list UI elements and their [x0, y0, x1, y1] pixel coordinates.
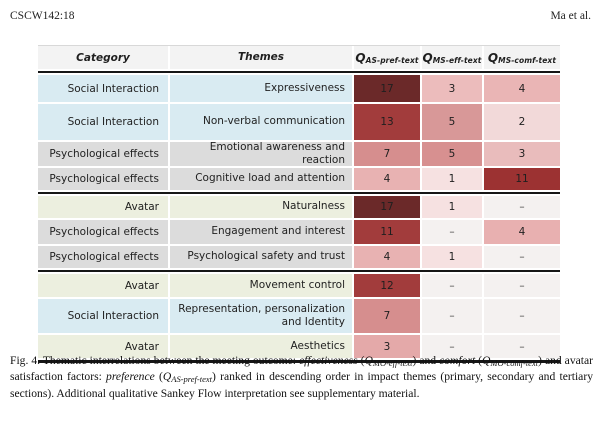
column-header-q-ms-eff: Q MS-eff-text — [422, 46, 482, 69]
category-cell: Avatar — [38, 335, 168, 358]
figure-4-table: Category Themes Q AS-pref-text Q MS-eff-te… — [38, 45, 560, 363]
value-cell: 17 — [354, 196, 420, 218]
value-cell: 7 — [354, 299, 420, 333]
column-header-category: Category — [38, 46, 168, 69]
value-cell: – — [422, 299, 482, 333]
value-cell: 13 — [354, 104, 420, 140]
value-cell: 4 — [484, 75, 560, 102]
category-cell: Psychological effects — [38, 142, 168, 166]
caption-text-italic: comfort — [439, 354, 476, 367]
caption-q-symbol: Q — [364, 354, 373, 367]
table-row: Social Interaction Representation, perso… — [38, 299, 560, 333]
table-header-row: Category Themes Q AS-pref-text Q MS-eff-te… — [38, 45, 560, 69]
category-cell: Social Interaction — [38, 75, 168, 102]
table-row: Avatar Aesthetics 3 – – — [38, 335, 560, 358]
q-subscript: MS-comf-text — [498, 55, 557, 65]
table-bottom-border — [38, 360, 560, 363]
column-header-themes: Themes — [170, 46, 352, 69]
value-cell: 17 — [354, 75, 420, 102]
value-cell: 2 — [484, 104, 560, 140]
figure-caption: Fig. 4. Thematic interrelations between … — [10, 353, 593, 402]
value-cell: – — [422, 274, 482, 297]
value-cell: 3 — [484, 142, 560, 166]
caption-q-subscript: MO-eff-text — [372, 358, 413, 368]
caption-text-italic: preference — [106, 370, 155, 384]
value-cell: 1 — [422, 168, 482, 190]
value-cell: 11 — [484, 168, 560, 190]
caption-text: ) and — [412, 354, 440, 367]
caption-text: ( — [357, 354, 365, 367]
theme-cell: Emotional awareness and reaction — [170, 141, 352, 166]
caption-q-subscript: AS-pref-text — [171, 374, 212, 385]
value-cell: – — [422, 335, 482, 358]
table-row: Social Interaction Non-verbal communicat… — [38, 104, 560, 140]
theme-cell: Aesthetics — [170, 335, 352, 358]
q-symbol: Q — [422, 50, 433, 65]
value-cell: 3 — [422, 75, 482, 102]
category-cell: Social Interaction — [38, 104, 168, 140]
q-symbol: Q — [487, 50, 499, 65]
theme-cell: Engagement and interest — [170, 220, 352, 244]
table-row: Psychological effects Engagement and int… — [38, 220, 560, 244]
value-cell: 4 — [484, 220, 560, 244]
table-row: Avatar Naturalness 17 1 – — [38, 196, 560, 218]
value-cell: 5 — [422, 142, 482, 166]
value-cell: 5 — [422, 104, 482, 140]
value-cell: – — [422, 220, 482, 244]
header-divider — [38, 71, 560, 73]
theme-cell: Representation, personalization and Iden… — [170, 299, 352, 333]
section-divider-primary — [38, 192, 560, 194]
value-cell: – — [484, 246, 560, 268]
table-row: Psychological effects Psychological safe… — [38, 246, 560, 268]
theme-cell: Cognitive load and attention — [170, 168, 352, 190]
value-cell: – — [484, 299, 560, 333]
value-cell: – — [484, 335, 560, 358]
theme-cell: Naturalness — [170, 196, 352, 218]
q-symbol: Q — [355, 50, 366, 65]
caption-text: ) and avatar satisfaction factors: — [10, 354, 593, 384]
theme-cell: Expressiveness — [170, 75, 352, 102]
value-cell: 1 — [422, 196, 482, 218]
value-cell: 7 — [354, 142, 420, 166]
value-cell: 12 — [354, 274, 420, 297]
running-header-left: CSCW142:18 — [10, 10, 75, 22]
caption-text: ( — [154, 370, 163, 384]
value-cell: 4 — [354, 168, 420, 190]
theme-cell: Psychological safety and trust — [170, 246, 352, 268]
category-cell: Psychological effects — [38, 246, 168, 268]
caption-q-subscript: MO-comf-text — [490, 358, 539, 368]
value-cell: 3 — [354, 335, 420, 358]
value-cell: 4 — [354, 246, 420, 268]
caption-text: Fig. 4. Thematic interrelations between … — [10, 354, 300, 367]
value-cell: 1 — [422, 246, 482, 268]
caption-text: ( — [475, 354, 483, 367]
table-row: Social Interaction Expressiveness 17 3 4 — [38, 75, 560, 102]
value-cell: – — [484, 196, 560, 218]
category-cell: Avatar — [38, 196, 168, 218]
column-header-q-ms-comf: Q MS-comf-text — [484, 46, 560, 69]
category-cell: Psychological effects — [38, 168, 168, 190]
category-cell: Avatar — [38, 274, 168, 297]
category-cell: Social Interaction — [38, 299, 168, 333]
q-subscript: AS-pref-text — [365, 55, 419, 65]
column-header-q-as-pref: Q AS-pref-text — [354, 46, 420, 69]
q-subscript: MS-eff-text — [432, 55, 482, 65]
table-row: Psychological effects Emotional awarenes… — [38, 141, 560, 166]
caption-q-symbol: Q — [162, 370, 172, 384]
theme-cell: Non-verbal communication — [170, 104, 352, 140]
value-cell: 11 — [354, 220, 420, 244]
caption-q-symbol: Q — [482, 354, 491, 367]
caption-text-italic: effectiveness — [299, 354, 358, 367]
category-cell: Psychological effects — [38, 220, 168, 244]
table-row: Psychological effects Cognitive load and… — [38, 168, 560, 190]
page-header: CSCW142:18 Ma et al. — [10, 10, 591, 22]
value-cell: – — [484, 274, 560, 297]
theme-cell: Movement control — [170, 274, 352, 297]
section-divider-secondary — [38, 270, 560, 272]
running-header-right: Ma et al. — [550, 10, 591, 22]
caption-text: ) ranked in descending order in impact t… — [10, 370, 593, 400]
table-row: Avatar Movement control 12 – – — [38, 274, 560, 297]
